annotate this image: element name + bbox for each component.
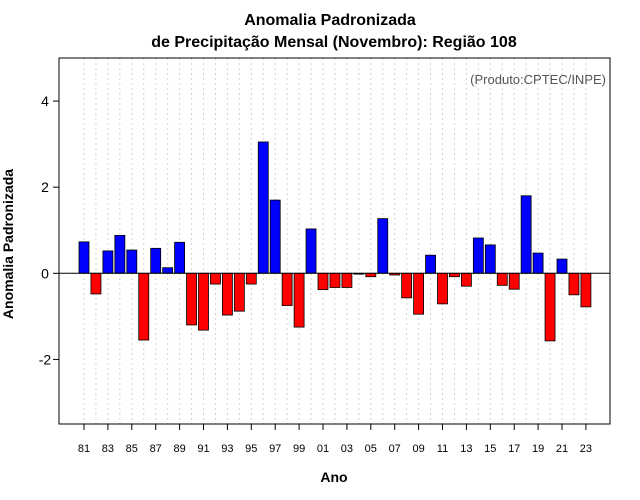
bar-01 bbox=[317, 272, 329, 291]
bar-97 bbox=[269, 199, 281, 274]
y-tick-label-2: 2 bbox=[41, 179, 49, 195]
x-tick-label-01: 01 bbox=[317, 443, 329, 455]
bar-16 bbox=[496, 272, 508, 286]
bar-85 bbox=[126, 249, 138, 274]
x-tick-label-97: 97 bbox=[269, 443, 281, 455]
bar-93 bbox=[221, 272, 233, 316]
bar-20 bbox=[544, 272, 556, 342]
bar-08 bbox=[401, 272, 413, 299]
bar-88 bbox=[162, 267, 174, 274]
bar-09 bbox=[413, 272, 425, 315]
bar-11 bbox=[437, 272, 448, 305]
x-tick-label-21: 21 bbox=[556, 443, 568, 455]
x-axis: 81 83 85 87 89 91 93 95 97 99 01 03 05 07 09 11 13 15 17 19… bbox=[78, 424, 592, 455]
bar-96 bbox=[257, 141, 269, 274]
x-tick-label-07: 07 bbox=[389, 443, 401, 455]
plot-frame bbox=[58, 57, 611, 425]
bars bbox=[78, 141, 592, 342]
bar-19 bbox=[532, 252, 544, 274]
x-tick-label-83: 83 bbox=[102, 443, 114, 455]
bar-14 bbox=[472, 237, 484, 274]
bar-82 bbox=[90, 272, 102, 295]
bar-03 bbox=[341, 272, 353, 288]
x-tick-label-19: 19 bbox=[532, 443, 544, 455]
x-tick-label-91: 91 bbox=[197, 443, 209, 455]
bar-92 bbox=[210, 272, 221, 285]
y-tick-label-0: -2 bbox=[39, 351, 52, 367]
x-tick-label-99: 99 bbox=[293, 443, 305, 455]
bar-99 bbox=[293, 272, 305, 328]
bar-00 bbox=[305, 228, 317, 274]
bar-81 bbox=[78, 241, 90, 274]
bar-23 bbox=[580, 272, 592, 308]
x-tick-label-23: 23 bbox=[580, 443, 592, 455]
bar-84 bbox=[114, 234, 126, 274]
bar-13 bbox=[460, 272, 472, 287]
bar-94 bbox=[233, 272, 245, 312]
bar-06 bbox=[377, 218, 389, 274]
x-tick-label-17: 17 bbox=[508, 443, 520, 455]
bar-21 bbox=[556, 258, 568, 274]
x-tick-label-13: 13 bbox=[460, 443, 472, 455]
bar-22 bbox=[568, 272, 580, 296]
x-tick-label-93: 93 bbox=[221, 443, 233, 455]
x-tick-label-89: 89 bbox=[173, 443, 185, 455]
x-tick-label-09: 09 bbox=[412, 443, 424, 455]
x-tick-label-03: 03 bbox=[341, 443, 353, 455]
chart-title-line2: de Precipitação Mensal (Novembro): Regiã… bbox=[151, 34, 517, 51]
chart-title-line1: Anomalia Padronizada bbox=[244, 12, 416, 29]
y-axis-title: Anomalia Padronizada bbox=[0, 169, 16, 319]
bar-15 bbox=[484, 244, 496, 274]
grid bbox=[83, 58, 587, 424]
credit-text: (Produto:CPTEC/INPE) bbox=[470, 72, 606, 87]
bar-91 bbox=[198, 272, 209, 331]
bar-90 bbox=[186, 272, 197, 326]
x-tick-label-85: 85 bbox=[126, 443, 138, 455]
x-tick-label-05: 05 bbox=[365, 443, 377, 455]
x-tick-label-95: 95 bbox=[245, 443, 257, 455]
y-tick-label-3: 4 bbox=[41, 93, 49, 109]
x-tick-label-81: 81 bbox=[78, 443, 90, 455]
bar-12 bbox=[449, 272, 460, 278]
bar-10 bbox=[425, 254, 436, 274]
x-tick-label-15: 15 bbox=[484, 443, 496, 455]
bar-83 bbox=[102, 250, 114, 274]
y-axis: -2 0 2 4 bbox=[39, 93, 59, 367]
bar-02 bbox=[329, 272, 341, 288]
bar-89 bbox=[174, 241, 186, 274]
bar-18 bbox=[520, 195, 532, 274]
bar-87 bbox=[150, 247, 162, 274]
bar-86 bbox=[138, 272, 150, 341]
x-tick-label-11: 11 bbox=[437, 443, 448, 455]
x-axis-title: Ano bbox=[320, 469, 347, 485]
bar-95 bbox=[245, 272, 257, 285]
bar-98 bbox=[281, 272, 293, 306]
bar-17 bbox=[508, 272, 520, 290]
y-tick-label-1: 0 bbox=[41, 265, 49, 281]
x-tick-label-87: 87 bbox=[150, 443, 162, 455]
bar-05 bbox=[365, 272, 377, 278]
